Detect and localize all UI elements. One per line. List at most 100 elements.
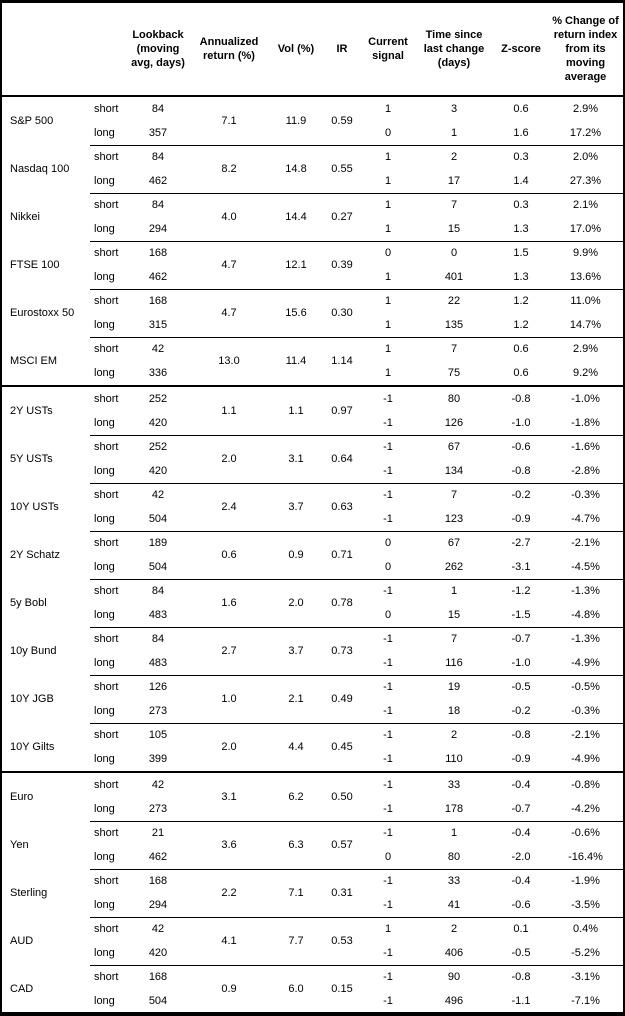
time-value: 406: [444, 947, 464, 959]
time-value: 15: [447, 609, 461, 621]
time-value: 496: [444, 995, 464, 1007]
signal-value: 0: [384, 127, 392, 139]
pct-change-value: -5.2%: [571, 947, 600, 959]
lookback-value: 357: [148, 127, 168, 139]
pct-change-value: 2.9%: [572, 103, 599, 115]
asset-name: Nikkei: [10, 211, 40, 223]
pct-change-value: -0.3%: [571, 705, 600, 717]
leg-label-short: short: [94, 875, 119, 887]
zscore-value: -0.2: [511, 705, 531, 717]
leg-label-short: short: [94, 343, 119, 355]
ann-return-value: 3.1: [221, 791, 237, 803]
signal-value: -1: [383, 393, 393, 405]
vol-value: 12.1: [285, 259, 307, 271]
lookback-value: 126: [148, 681, 168, 693]
signal-value: -1: [383, 633, 393, 645]
vol-value: 11.4: [285, 355, 307, 367]
leg-label-long: long: [94, 851, 115, 863]
pct-change-value: 11.0%: [570, 295, 601, 307]
zscore-value: -1.0: [511, 417, 531, 429]
zscore-value: -0.7: [511, 803, 531, 815]
zscore-value: -1.2: [511, 585, 531, 597]
ir-value: 1.14: [331, 355, 353, 367]
asset-group: Eurostoxx 50 short long 168 315 4.7 15.6…: [2, 289, 623, 337]
vol-value: 0.9: [288, 549, 304, 561]
lookback-value: 420: [148, 947, 168, 959]
ann-return-value: 2.0: [221, 453, 237, 465]
vol-value: 7.1: [288, 887, 304, 899]
ir-value: 0.15: [331, 983, 353, 995]
lookback-value: 84: [151, 585, 165, 597]
asset-name: MSCI EM: [10, 355, 58, 367]
signal-value: 1: [384, 295, 392, 307]
ir-value: 0.73: [331, 645, 353, 657]
leg-label-long: long: [94, 561, 115, 573]
signal-value: -1: [383, 827, 393, 839]
lookback-value: 504: [148, 995, 168, 1007]
time-value: 2: [450, 729, 458, 741]
time-value: 19: [447, 681, 461, 693]
time-value: 7: [450, 199, 458, 211]
time-value: 1: [450, 585, 458, 597]
pct-change-value: 2.9%: [572, 343, 599, 355]
ir-value: 0.78: [331, 597, 353, 609]
header-divider: [2, 95, 623, 97]
lookback-value: 84: [151, 633, 165, 645]
pct-change-value: -4.5%: [571, 561, 600, 573]
asset-group: 2Y USTs short long 252 420 1.1 1.1 0.97 …: [2, 387, 623, 435]
time-value: 135: [444, 319, 464, 331]
signal-value: 1: [384, 923, 392, 935]
vol-value: 4.4: [288, 741, 304, 753]
ann-return-value: 2.7: [221, 645, 237, 657]
zscore-value: -0.8: [511, 393, 531, 405]
vol-value: 6.3: [288, 839, 304, 851]
signal-value: 1: [384, 175, 392, 187]
pct-change-value: -4.9%: [571, 657, 600, 669]
signal-value: -1: [383, 441, 393, 453]
leg-label-long: long: [94, 513, 115, 525]
vol-value: 3.7: [288, 645, 304, 657]
pct-change-value: -2.1%: [571, 537, 600, 549]
signal-value: -1: [383, 779, 393, 791]
zscore-value: 0.1: [513, 923, 529, 935]
col-header-leg: [92, 3, 128, 95]
asset-group: MSCI EM short long 42 336 13.0 11.4 1.14…: [2, 337, 623, 385]
col-header-signal: Current signal: [368, 36, 408, 62]
signal-value: -1: [383, 657, 393, 669]
asset-name: Sterling: [10, 887, 48, 899]
ann-return-value: 7.1: [221, 115, 237, 127]
signal-value: 1: [384, 151, 392, 163]
col-header-zscore: Z-score: [501, 43, 541, 55]
zscore-value: -0.8: [511, 971, 531, 983]
leg-label-long: long: [94, 995, 115, 1007]
leg-label-short: short: [94, 585, 119, 597]
pct-change-value: -0.8%: [571, 779, 600, 791]
pct-change-value: -2.8%: [571, 465, 600, 477]
pct-change-value: 17.2%: [569, 127, 602, 139]
signal-value: 1: [384, 223, 392, 235]
col-header-lookback: Lookback (moving avg, days): [131, 29, 185, 69]
signal-value: -1: [383, 585, 393, 597]
vol-value: 15.6: [285, 307, 307, 319]
table-section-bonds: 2Y USTs short long 252 420 1.1 1.1 0.97 …: [2, 385, 623, 771]
ir-value: 0.53: [331, 935, 353, 947]
lookback-value: 483: [148, 657, 168, 669]
lookback-value: 105: [148, 729, 168, 741]
lookback-value: 462: [148, 271, 168, 283]
ann-return-value: 8.2: [221, 163, 237, 175]
ann-return-value: 1.6: [221, 597, 237, 609]
asset-name: S&P 500: [10, 115, 54, 127]
zscore-value: 0.3: [513, 199, 529, 211]
lookback-value: 294: [148, 223, 168, 235]
time-value: 262: [444, 561, 464, 573]
ann-return-value: 4.7: [221, 259, 237, 271]
time-value: 1: [450, 127, 458, 139]
zscore-value: 1.5: [513, 247, 529, 259]
ir-value: 0.63: [331, 501, 353, 513]
leg-label-long: long: [94, 465, 115, 477]
zscore-value: 1.2: [513, 295, 529, 307]
time-value: 90: [447, 971, 461, 983]
zscore-value: 1.2: [513, 319, 529, 331]
zscore-value: 0.6: [513, 343, 529, 355]
